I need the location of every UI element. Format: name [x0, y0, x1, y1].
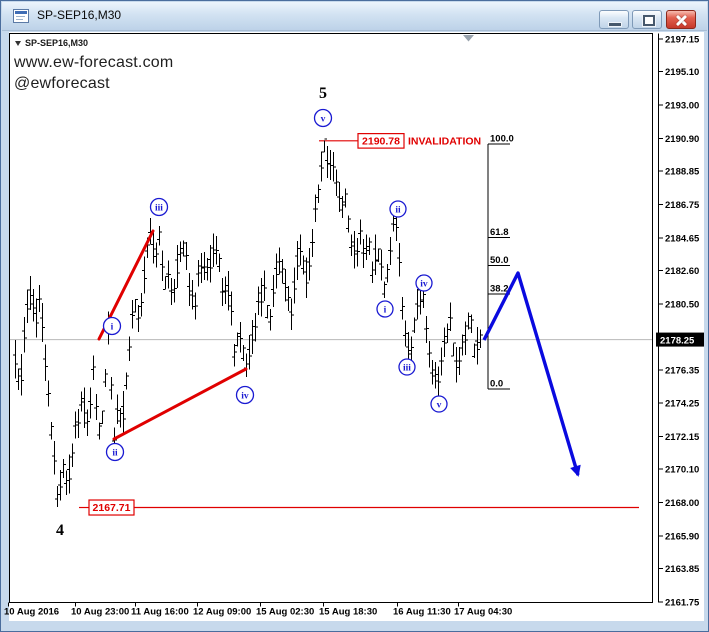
time-tick-label: 15 Aug 18:30 [319, 607, 377, 618]
close-icon [667, 11, 695, 28]
price-tick-label: 2176.35 [665, 365, 700, 376]
fib-level-label: 0.0 [490, 379, 503, 390]
price-tick-label: 2197.15 [665, 35, 700, 46]
close-button[interactable] [666, 10, 696, 29]
time-tick-label: 15 Aug 02:30 [256, 607, 314, 618]
wave-circle-text: ii [395, 205, 401, 215]
wave-circle-text: ii [112, 448, 118, 458]
wave-circle-text: v [437, 400, 442, 410]
projection-arrow[interactable] [482, 271, 581, 477]
price-tick-label: 2165.90 [665, 532, 699, 543]
wave-circle-text: i [384, 305, 387, 315]
wave-number-4: 4 [56, 522, 64, 539]
time-tick-label: 12 Aug 09:00 [193, 607, 251, 618]
time-tick-label: 11 Aug 16:00 [131, 607, 189, 618]
time-tick-label: 10 Aug 2016 [4, 607, 59, 618]
trend-line-2[interactable] [112, 367, 248, 441]
scroll-marker-icon [463, 35, 474, 42]
wave-circle-text: iii [155, 203, 163, 213]
price-tick-label: 2170.10 [665, 465, 699, 476]
price-tick-label: 2182.60 [665, 266, 699, 277]
chart-window-icon [13, 9, 29, 23]
price-tick-label: 2163.85 [665, 564, 700, 575]
price-tick-label: 2193.00 [665, 101, 699, 112]
fib-level-label: 61.8 [490, 227, 509, 238]
price-tick-label: 2174.25 [665, 399, 700, 410]
support-price-label: 2167.71 [93, 502, 131, 514]
wave-circle-text: iv [241, 391, 249, 401]
wave-circle-minor-v[interactable]: v [430, 395, 448, 413]
fibonacci-retracement[interactable]: 100.0 61.8 50.0 38.2 0.0 [487, 133, 514, 390]
price-tick-label: 2188.85 [665, 167, 700, 178]
price-tick-label: 2180.50 [665, 299, 699, 310]
window-title: SP-SEP16,M30 [37, 8, 122, 22]
watermark-url: www.ew-forecast.com [14, 54, 174, 71]
price-tick-label: 2195.10 [665, 67, 699, 78]
price-tick-label: 2190.90 [665, 134, 699, 145]
current-price-label: 2178.25 [660, 335, 695, 346]
arrowhead-icon [570, 464, 581, 477]
wave-circle-iii[interactable]: iii [149, 197, 169, 217]
wave-circle-text: iii [403, 363, 411, 373]
wave-circle-i[interactable]: i [102, 316, 122, 336]
fib-level-label: 38.2 [490, 284, 509, 295]
minimize-button[interactable] [599, 10, 629, 29]
wave-circle-minor-iv[interactable]: iv [415, 274, 433, 292]
invalidation-level[interactable]: 2190.78 INVALIDATION [319, 133, 481, 149]
time-axis[interactable]: 10 Aug 2016 10 Aug 23:00 11 Aug 16:00 12 Au… [4, 602, 512, 618]
chart-canvas[interactable]: 100.0 61.8 50.0 38.2 0.0 2167.71 2190.78 INVALI… [4, 32, 704, 621]
wave-circle-minor-ii[interactable]: ii [389, 200, 407, 218]
fib-level-label: 50.0 [490, 255, 509, 266]
restore-icon [642, 14, 656, 27]
invalidation-text: INVALIDATION [408, 136, 481, 148]
price-bars [13, 138, 483, 508]
wave-circle-ii[interactable]: ii [105, 442, 125, 462]
wave-number-5: 5 [319, 85, 327, 102]
price-tick-label: 2172.15 [665, 432, 700, 443]
support-level[interactable]: 2167.71 [79, 499, 639, 516]
time-tick-label: 16 Aug 11:30 [393, 607, 451, 618]
price-tick-label: 2168.00 [665, 498, 699, 509]
symbol-label: SP-SEP16,M30 [15, 38, 88, 48]
chart-panel: 100.0 61.8 50.0 38.2 0.0 2167.71 2190.78 INVALI… [4, 32, 704, 621]
wave-circle-iv[interactable]: iv [235, 385, 255, 405]
watermark-handle: @ewforecast [14, 75, 110, 92]
wave-circle-text: i [111, 322, 114, 332]
price-tick-label: 2186.75 [665, 200, 700, 211]
invalidation-price-label: 2190.78 [362, 135, 400, 147]
wave-circle-minor-iii[interactable]: iii [398, 358, 416, 376]
wave-circle-minor-i[interactable]: i [376, 300, 394, 318]
dropdown-triangle-icon [15, 41, 21, 47]
minimize-icon [608, 22, 622, 27]
wave-circle-text: iv [420, 279, 428, 289]
wave-circle-v[interactable]: v [313, 108, 333, 128]
price-tick-label: 2184.65 [665, 233, 700, 244]
time-tick-label: 10 Aug 23:00 [71, 607, 129, 618]
current-price-tag: 2178.25 [656, 332, 704, 347]
price-tick-label: 2161.75 [665, 598, 700, 609]
price-axis[interactable]: 2197.15 2195.10 2193.00 2190.90 2188.85 2186.… [658, 33, 701, 609]
restore-button[interactable] [632, 10, 662, 29]
wave-circle-text: v [321, 114, 326, 124]
titlebar: SP-SEP16,M30 [2, 2, 707, 31]
time-tick-label: 17 Aug 04:30 [454, 607, 512, 618]
fib-level-label: 100.0 [490, 133, 514, 144]
